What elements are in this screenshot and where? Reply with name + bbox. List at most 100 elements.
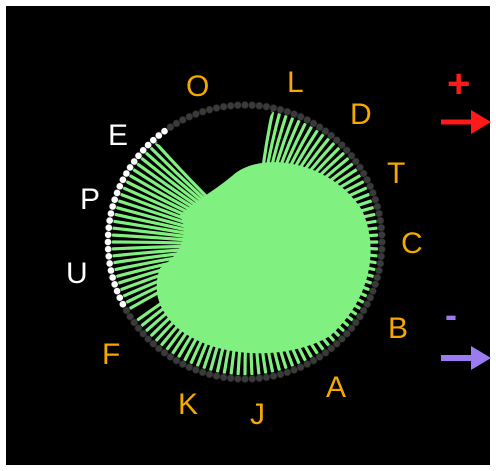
ring-node	[255, 374, 264, 383]
ring-node	[347, 151, 356, 160]
ring-node	[368, 188, 377, 197]
ring-node	[205, 105, 214, 114]
node-ring	[104, 101, 386, 383]
highlight-node	[122, 169, 131, 178]
highlight-node	[149, 136, 158, 145]
ring-node	[205, 370, 214, 379]
ring-node	[122, 306, 131, 315]
highlight-node	[144, 141, 152, 149]
ring-node	[377, 245, 386, 254]
highlight-node	[107, 209, 115, 218]
ring-node	[375, 266, 383, 275]
ring-node	[377, 223, 386, 232]
label-C: C	[401, 227, 423, 260]
ring-node	[363, 300, 371, 309]
ring-node	[342, 329, 351, 338]
ring-node	[212, 372, 221, 380]
ring-node	[337, 334, 346, 343]
arrow-head	[471, 346, 491, 370]
ring-node	[219, 373, 228, 382]
right-arrow-red-icon	[441, 110, 491, 134]
ring-node	[315, 352, 324, 361]
chord-core	[156, 162, 371, 354]
ring-node	[376, 259, 385, 268]
ring-node	[139, 329, 148, 338]
highlight-node	[115, 293, 124, 302]
highlight-node	[104, 252, 113, 261]
highlight-node	[110, 195, 119, 204]
plus-sign: +	[447, 62, 470, 106]
ring-node	[212, 104, 221, 112]
ring-node	[359, 169, 368, 178]
legend-minus: -	[441, 294, 491, 370]
ring-node	[262, 373, 271, 382]
ring-node	[198, 368, 207, 377]
label-F: F	[102, 338, 120, 371]
ring-node	[166, 123, 175, 131]
ring-node	[377, 230, 386, 239]
ring-node	[359, 306, 368, 315]
highlight-node	[104, 223, 113, 232]
ring-node	[233, 374, 242, 383]
ring-node	[355, 312, 364, 321]
highlight-node	[110, 280, 119, 289]
ring-node	[315, 123, 324, 131]
highlight-node	[130, 157, 139, 166]
ring-node	[172, 356, 181, 365]
ring-node	[342, 146, 351, 155]
ring-node	[377, 252, 386, 261]
ring-node	[185, 363, 194, 372]
ring-node	[255, 101, 264, 110]
ring-node	[327, 131, 336, 140]
ring-node	[248, 101, 257, 110]
ring-node	[290, 110, 298, 118]
ring-node	[351, 157, 360, 166]
ring-node	[378, 238, 386, 246]
highlight-node	[154, 131, 163, 140]
ring-node	[248, 374, 257, 383]
ring-node	[327, 344, 336, 353]
ring-node	[355, 163, 364, 172]
ring-node	[283, 368, 292, 377]
ring-node	[309, 119, 318, 128]
highlight-node	[113, 287, 121, 295]
ring-node	[226, 374, 235, 383]
label-T: T	[387, 157, 405, 190]
highlight-node	[105, 259, 114, 268]
ring-node	[296, 112, 305, 121]
label-A: A	[326, 371, 346, 404]
ring-node	[303, 360, 312, 368]
highlight-node	[105, 216, 114, 225]
ring-node	[368, 287, 377, 295]
ring-node	[134, 324, 143, 333]
ring-node	[219, 102, 228, 111]
label-D: D	[350, 98, 372, 131]
highlight-node	[160, 127, 169, 136]
ring-node	[144, 334, 152, 343]
label-J: J	[250, 398, 265, 431]
minus-sign: -	[445, 294, 457, 335]
highlight-node	[113, 188, 121, 197]
ring-node	[321, 348, 330, 357]
label-U: U	[66, 257, 88, 290]
ring-node	[241, 101, 249, 109]
ring-node	[373, 273, 382, 282]
ring-node	[371, 195, 380, 204]
ring-node	[337, 141, 346, 149]
ring-node	[332, 339, 341, 348]
ring-node	[191, 365, 200, 374]
ring-node	[373, 202, 382, 211]
ring-node	[303, 116, 312, 124]
highlight-node	[134, 151, 143, 160]
ring-node	[283, 107, 292, 116]
label-P: P	[80, 183, 100, 216]
ring-node	[290, 365, 298, 374]
empty-sector	[156, 111, 273, 176]
ring-node	[241, 375, 249, 383]
chord-bundle	[111, 111, 379, 376]
ring-node	[332, 136, 341, 145]
ring-node	[178, 360, 187, 368]
highlight-node	[126, 163, 135, 172]
ring-node	[276, 370, 285, 379]
